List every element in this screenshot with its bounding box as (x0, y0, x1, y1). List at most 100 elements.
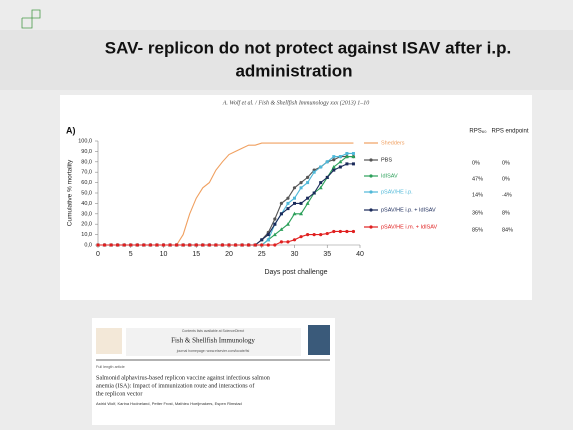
point (148, 243, 152, 247)
point (325, 160, 329, 164)
y-tick-label: 70,0 (81, 170, 92, 176)
point (260, 243, 264, 247)
point (129, 243, 133, 247)
y-tick-label: 40,0 (81, 201, 92, 207)
point (227, 243, 231, 247)
x-axis-label: Days post challenge (264, 269, 327, 276)
point (286, 196, 290, 200)
point (207, 243, 211, 247)
legend-marker (369, 208, 373, 212)
legend-marker (369, 174, 373, 178)
rps-value: 14% (472, 192, 483, 198)
y-tick-label: 10,0 (81, 232, 92, 238)
rps-value: -4% (502, 192, 512, 198)
point (273, 243, 277, 247)
point (292, 186, 297, 190)
point (161, 243, 166, 247)
point (338, 155, 342, 159)
rps-value: 85% (472, 227, 483, 233)
point (279, 201, 283, 205)
point (233, 243, 238, 247)
legend-label: pSAV/HE i.p. + IdISAV (381, 207, 436, 213)
point (338, 159, 343, 164)
point (247, 243, 251, 247)
y-axis-label: Cumulative % mortality (67, 159, 74, 226)
point (344, 154, 349, 159)
point (351, 229, 356, 234)
point (240, 243, 244, 247)
point (116, 243, 120, 247)
point (181, 243, 185, 247)
point (220, 243, 225, 247)
point (345, 162, 349, 166)
panel-label: A) (66, 125, 76, 135)
point (96, 243, 100, 247)
legend-label: pSAV/HE i.m. + IdISAV (381, 224, 438, 230)
point (351, 162, 355, 166)
point (102, 243, 107, 247)
rps-header: RPS endpoint (491, 129, 528, 135)
paper-homepage: journal homepage: www.elsevier.com/locat… (176, 349, 250, 353)
logo (21, 9, 41, 29)
rps-value: 8% (502, 210, 510, 216)
point (331, 165, 336, 169)
legend-label: IdISAV (381, 173, 398, 179)
point (332, 229, 336, 234)
point (266, 243, 270, 247)
paper-kind: Full length article (96, 365, 125, 369)
point (293, 196, 296, 200)
rps-value: 84% (502, 227, 513, 233)
y-tick-label: 20,0 (81, 222, 92, 228)
point (293, 201, 296, 205)
slide-title: administration (235, 61, 352, 80)
point (122, 243, 126, 247)
point (306, 233, 310, 237)
point (188, 243, 192, 247)
x-tick-label: 25 (258, 251, 266, 258)
point (299, 211, 304, 216)
legend-label: PBS (381, 157, 392, 163)
point (338, 229, 342, 234)
point (299, 186, 303, 190)
point (266, 238, 270, 242)
point (279, 227, 284, 231)
point (272, 232, 277, 237)
rps-value: 47% (472, 176, 483, 182)
paper-title: the replicon vector (96, 390, 142, 397)
point (345, 229, 349, 234)
point (332, 158, 336, 162)
paper-journal: Fish & Shellfish Immunology (171, 337, 255, 345)
x-tick-label: 5 (129, 251, 133, 258)
point (306, 196, 310, 200)
point (312, 233, 316, 237)
point (175, 243, 179, 247)
series-line (98, 230, 354, 246)
point (273, 222, 277, 226)
point (332, 155, 336, 159)
point (351, 151, 355, 155)
point (194, 243, 198, 247)
x-tick-label: 15 (192, 251, 200, 258)
rps-value: 0% (472, 160, 480, 166)
rps-value: 36% (472, 210, 483, 216)
point (168, 243, 172, 247)
point (260, 238, 264, 242)
x-tick-label: 35 (323, 251, 331, 258)
x-tick-label: 0 (96, 251, 100, 258)
point (279, 240, 283, 244)
legend-marker (369, 225, 373, 229)
point (285, 222, 290, 226)
point (214, 243, 218, 247)
point (332, 168, 336, 172)
point (201, 243, 205, 247)
slide-title: SAV- replicon do not protect against ISA… (105, 38, 511, 57)
journal-cover (308, 325, 330, 355)
paper-title: anemia (ISA): Impact of immunization rou… (96, 382, 255, 389)
rps-header: RPS₆₀ (469, 129, 487, 135)
paper-authors: Astrid Wolf, Karina Hodneland, Petter Fr… (96, 401, 242, 406)
point (312, 170, 316, 174)
title-band (0, 30, 573, 90)
y-tick-label: 0,0 (84, 242, 92, 248)
x-tick-label: 20 (225, 251, 233, 258)
